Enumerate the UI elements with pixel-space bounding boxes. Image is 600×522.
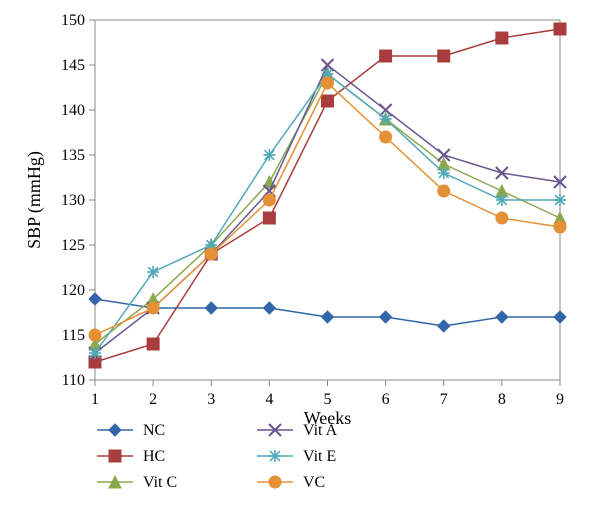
svg-text:115: 115	[62, 327, 85, 344]
svg-text:2: 2	[149, 391, 157, 408]
svg-text:1: 1	[91, 391, 99, 408]
legend-label-VitE: Vit E	[303, 448, 336, 465]
svg-text:3: 3	[207, 391, 215, 408]
legend-label-NC: NC	[143, 422, 165, 439]
svg-text:5: 5	[324, 391, 332, 408]
legend-label-HC: HC	[143, 448, 165, 465]
svg-text:135: 135	[61, 147, 85, 164]
svg-text:125: 125	[61, 237, 85, 254]
sbp-line-chart: 110115120125130135140145150123456789Week…	[0, 0, 600, 522]
legend-label-VitA: Vit A	[303, 422, 338, 439]
svg-text:110: 110	[62, 372, 85, 389]
legend-label-VitC: Vit C	[143, 474, 177, 491]
svg-text:145: 145	[61, 57, 85, 74]
svg-text:150: 150	[61, 12, 85, 29]
svg-text:4: 4	[265, 391, 273, 408]
svg-text:9: 9	[556, 391, 564, 408]
legend-label-VC: VC	[303, 474, 325, 491]
svg-text:8: 8	[498, 391, 506, 408]
svg-text:130: 130	[61, 192, 85, 209]
y-axis-label: SBP (mmHg)	[24, 151, 45, 249]
svg-text:7: 7	[440, 391, 448, 408]
svg-text:6: 6	[382, 391, 390, 408]
svg-text:120: 120	[61, 282, 85, 299]
svg-text:140: 140	[61, 102, 85, 119]
